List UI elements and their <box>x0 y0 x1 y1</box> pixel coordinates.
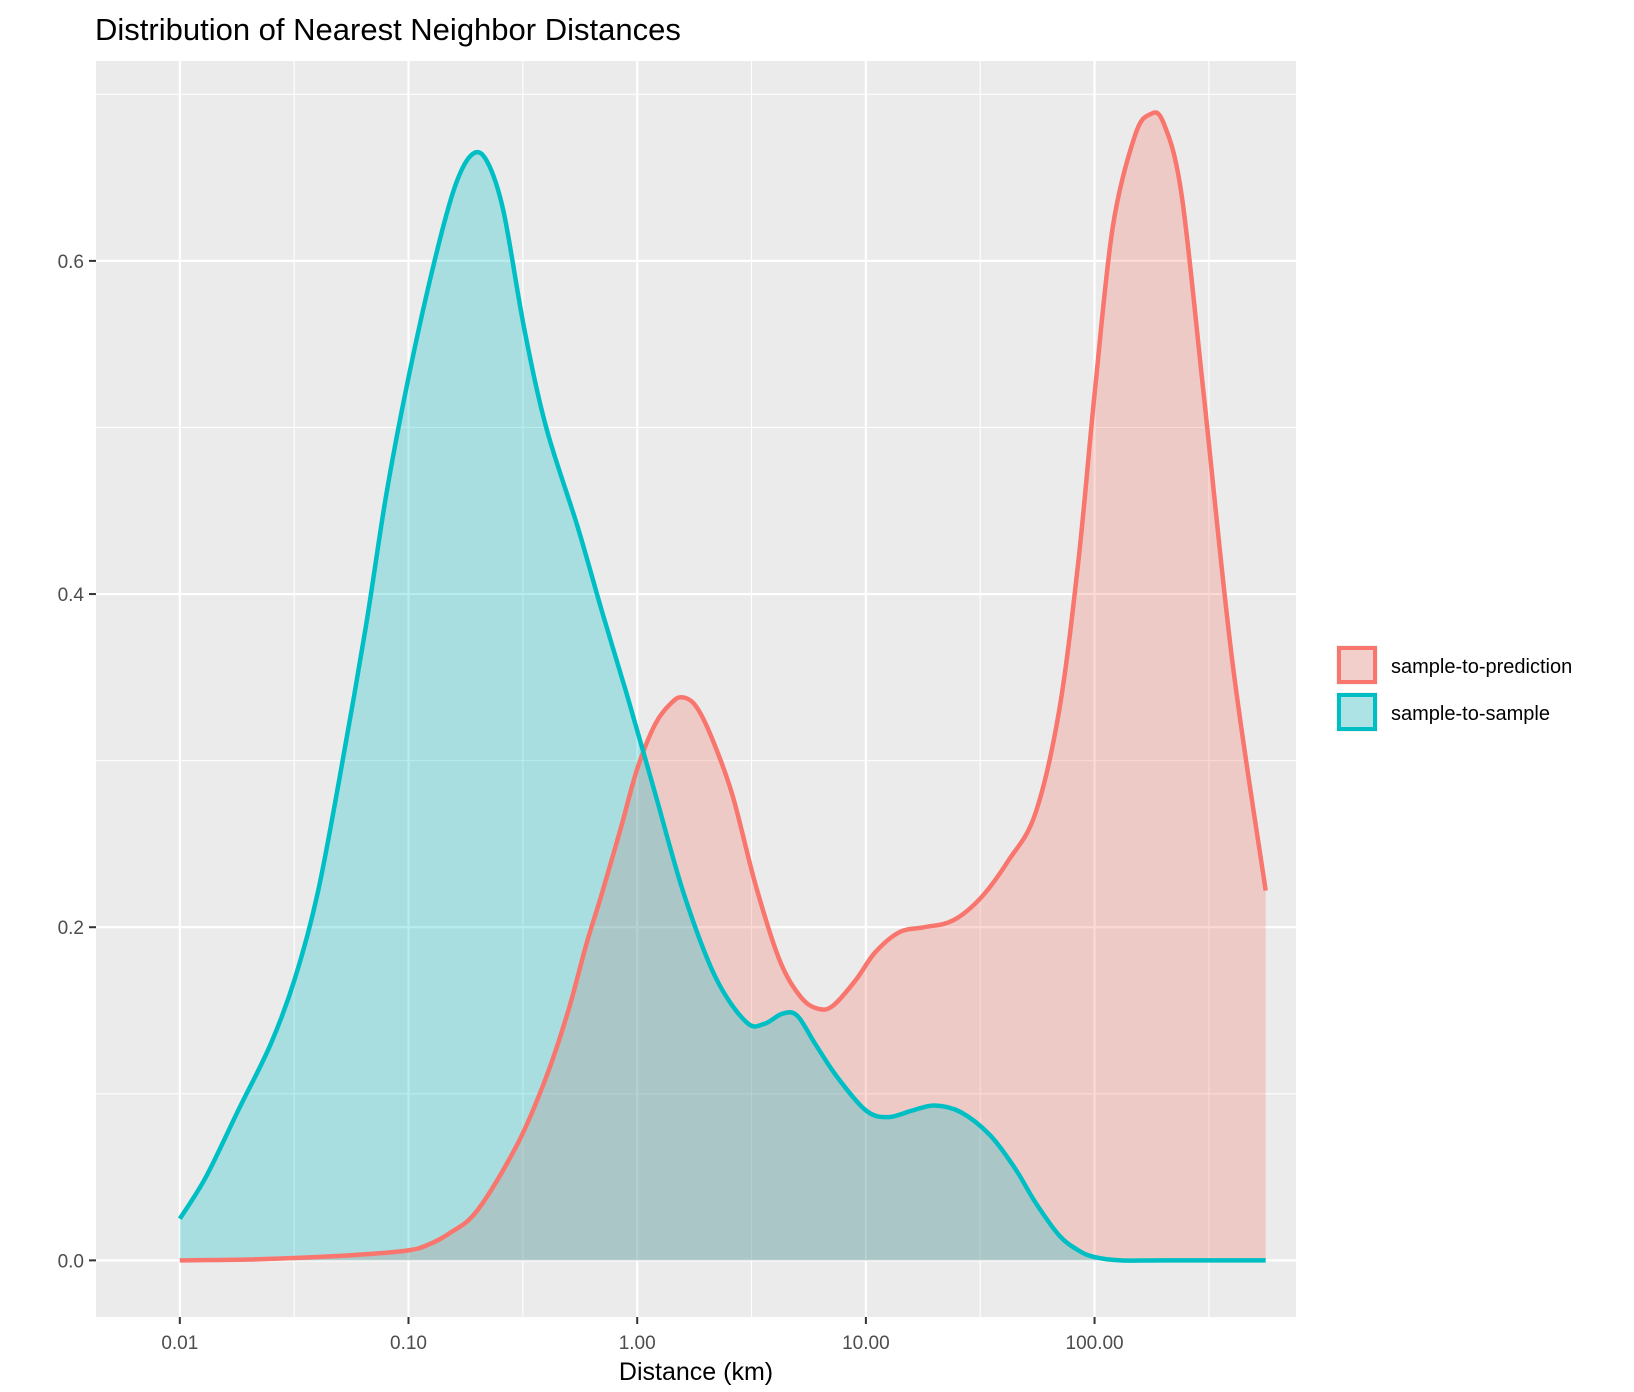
series-sample-to-prediction-line <box>179 110 1268 1263</box>
series-sample-to-sample-area <box>179 152 1266 1261</box>
legend: sample-to-prediction sample-to-sample <box>1336 645 1572 732</box>
major-gridlines <box>96 61 1296 1317</box>
plot-panel <box>96 61 1296 1317</box>
legend-swatch-sample-to-sample <box>1337 693 1377 731</box>
legend-swatch-sample-to-prediction <box>1337 646 1377 684</box>
x-axis-title: Distance (km) <box>619 1358 773 1386</box>
density-lines <box>177 110 1268 1263</box>
series-sample-to-sample-line <box>177 149 1266 1263</box>
y-tick-label: 0.0 <box>58 1251 84 1272</box>
series-sample-to-prediction-area <box>179 112 1266 1261</box>
y-axis: 0.0 0.2 0.4 0.6 <box>58 252 96 1272</box>
x-tick-label: 0.01 <box>161 1333 198 1354</box>
legend-label-sample-to-sample: sample-to-sample <box>1391 703 1550 725</box>
x-tick-label: 0.10 <box>390 1333 427 1354</box>
x-tick-label: 1.00 <box>619 1333 656 1354</box>
y-tick-label: 0.4 <box>58 585 85 606</box>
minor-gridlines <box>96 61 1296 1317</box>
legend-key-background <box>1336 645 1378 685</box>
x-tick-label: 10.00 <box>842 1333 890 1354</box>
x-axis: 0.01 0.10 1.00 10.00 100.00 <box>161 1317 1124 1354</box>
y-tick-label: 0.2 <box>58 918 84 939</box>
density-areas <box>179 112 1266 1261</box>
legend-key-background <box>1336 692 1378 732</box>
y-tick-label: 0.6 <box>58 252 84 273</box>
chart-title: Distribution of Nearest Neighbor Distanc… <box>95 12 681 47</box>
legend-label-sample-to-prediction: sample-to-prediction <box>1391 656 1572 678</box>
x-tick-label: 100.00 <box>1066 1333 1124 1354</box>
